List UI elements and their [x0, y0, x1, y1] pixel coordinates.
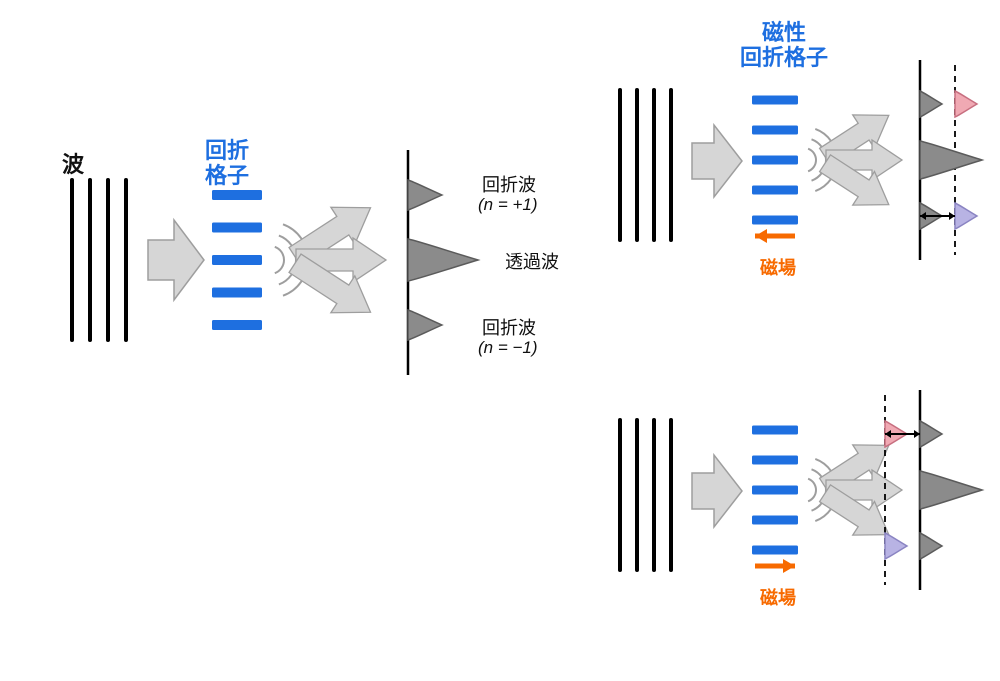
diagram-stage: 波回折 格子回折波(n = +1)透過波回折波(n = −1)磁場磁性 回折格子… [0, 0, 1000, 676]
peak-label-2: 回折波 [482, 318, 536, 339]
magnetic-field-label-1: 磁場 [760, 588, 796, 609]
peak-sublabel-0: (n = +1) [478, 195, 538, 215]
peak-label-0: 回折波 [482, 175, 536, 196]
peak-sublabel-2: (n = −1) [478, 338, 538, 358]
peak-label-1: 透過波 [505, 252, 559, 273]
wave-label: 波 [62, 152, 84, 177]
magnetic-grating-label: 磁性 回折格子 [740, 20, 828, 71]
grating-label: 回折 格子 [205, 138, 249, 189]
magnetic-field-label-0: 磁場 [760, 258, 796, 279]
